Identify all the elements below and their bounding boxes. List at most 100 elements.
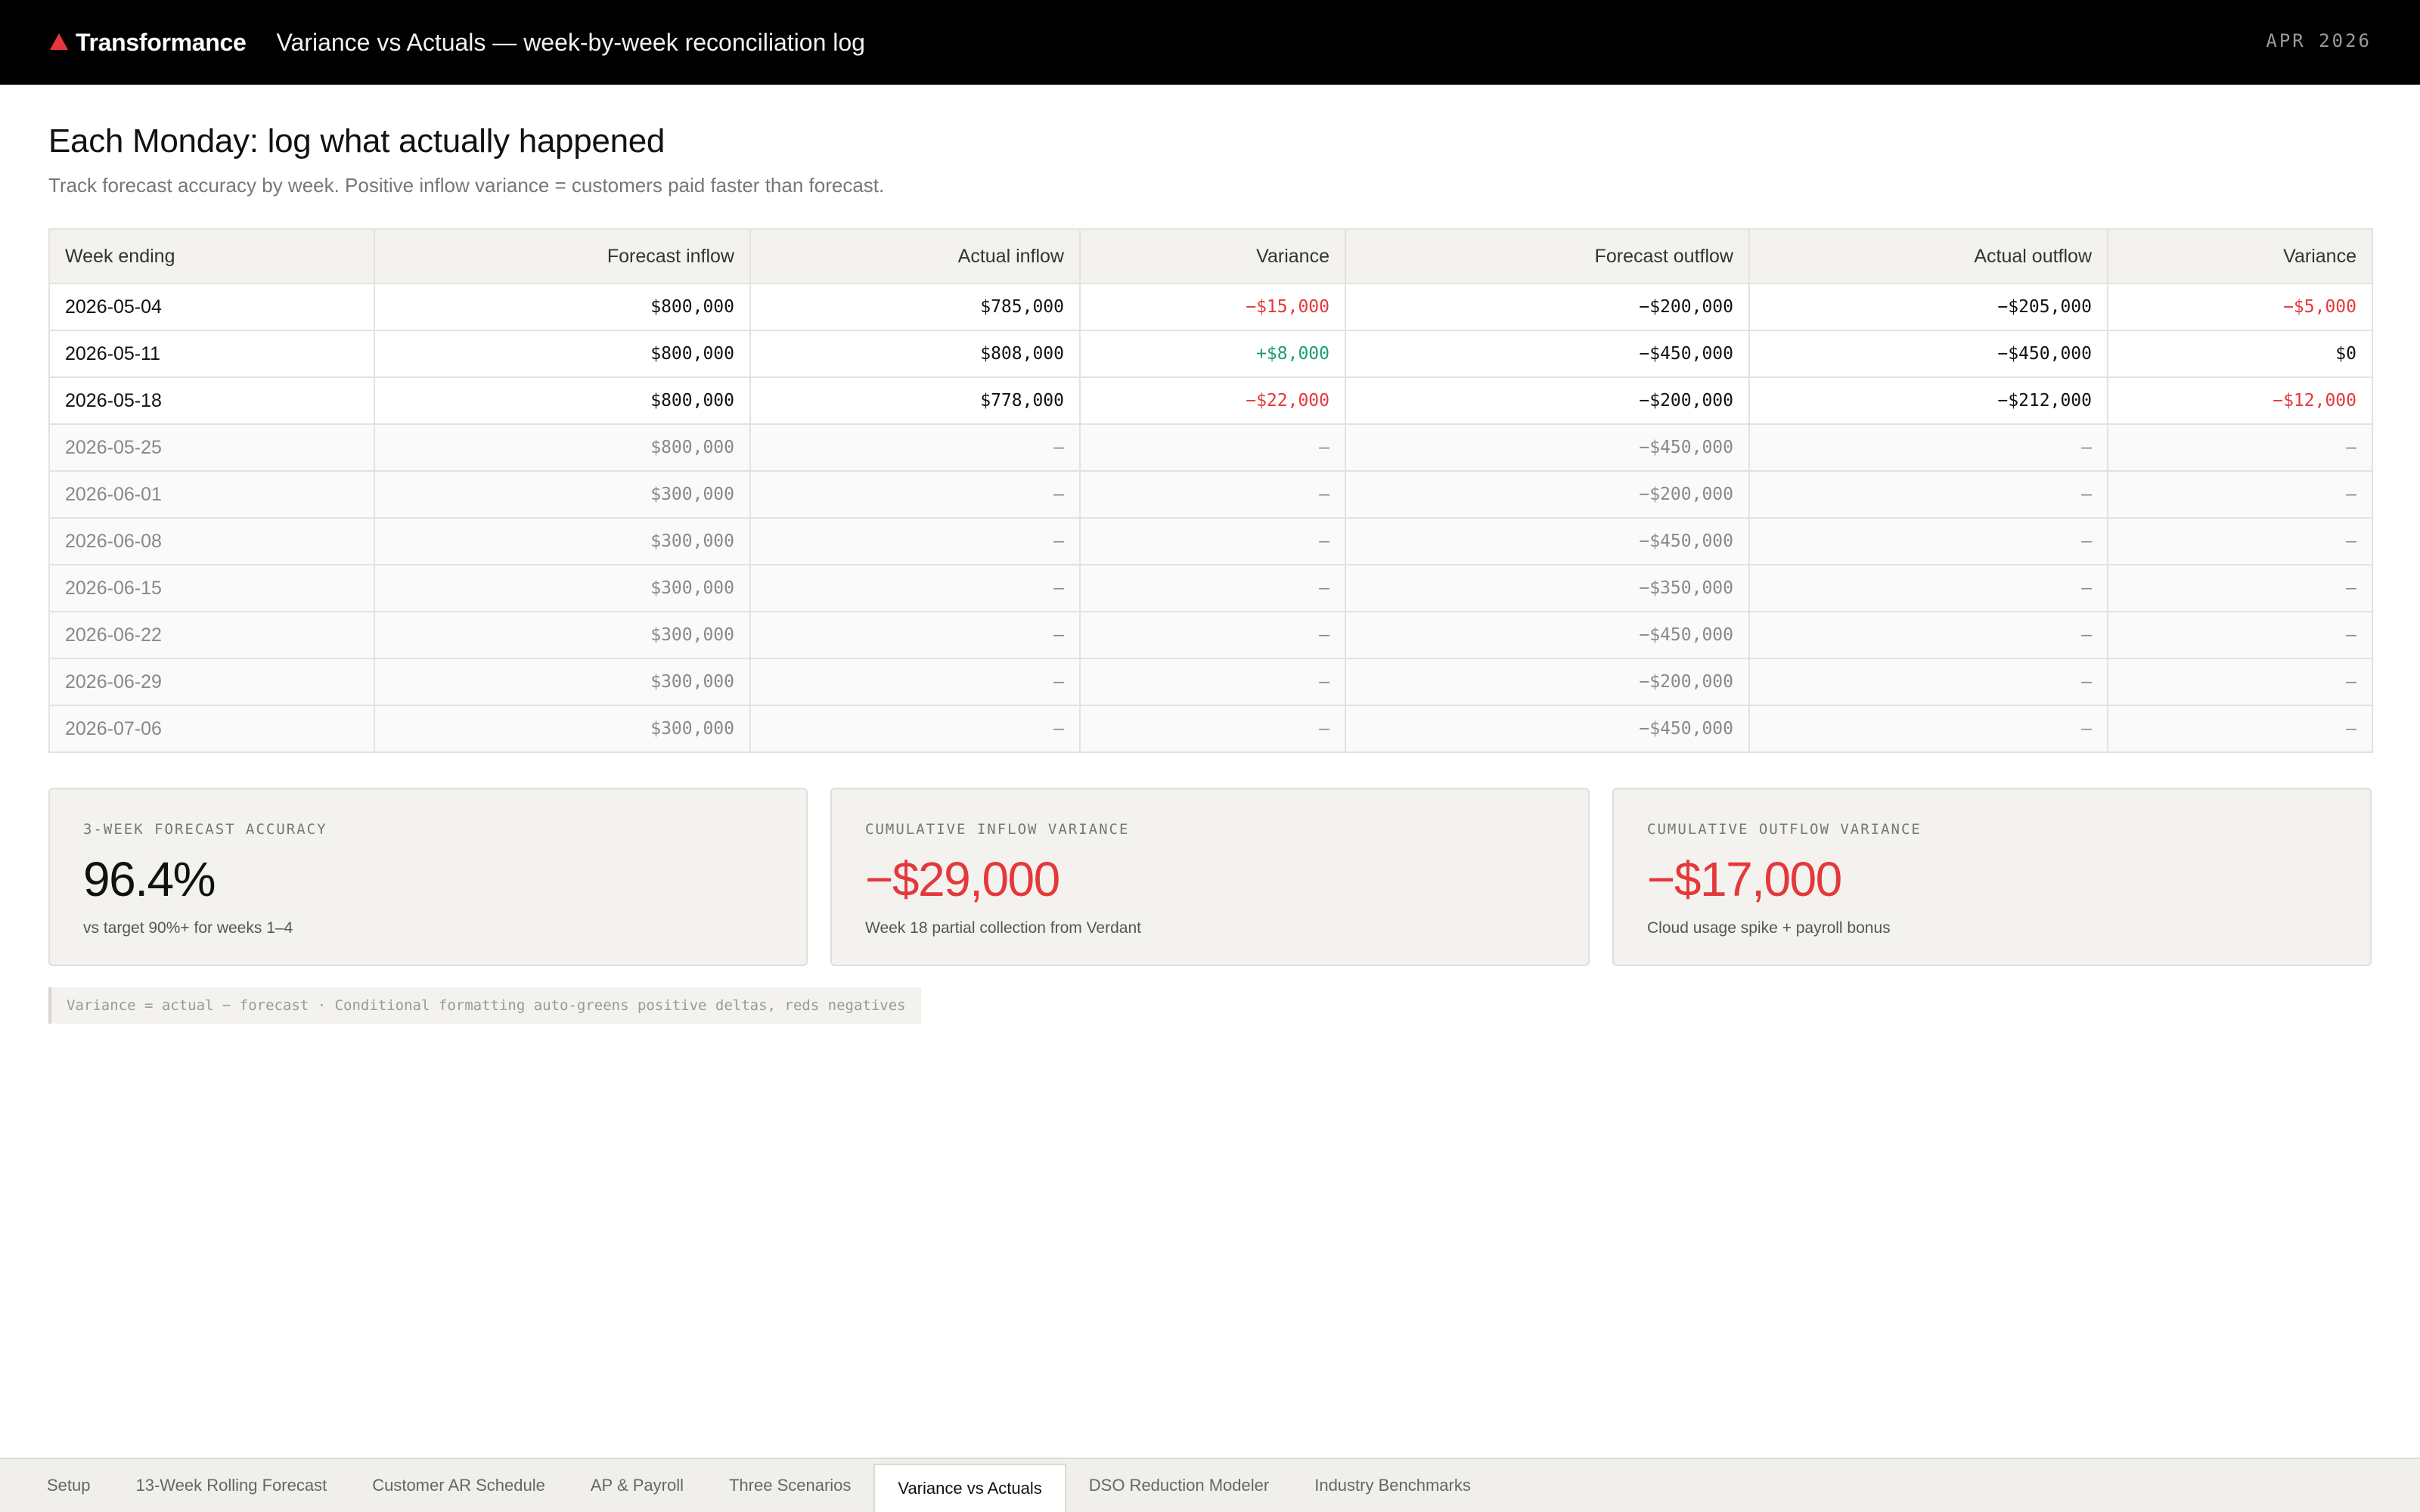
- cell-forecast-outflow[interactable]: −$200,000: [1345, 376, 1750, 425]
- cell-inflow-variance[interactable]: —: [1079, 705, 1346, 753]
- cell-actual-inflow[interactable]: —: [749, 470, 1081, 519]
- table-row: 2026-06-22 $300,000— — −$450,000— —: [48, 611, 2373, 659]
- cell-actual-outflow[interactable]: −$212,000: [1748, 376, 2108, 425]
- cell-outflow-variance[interactable]: —: [2107, 517, 2373, 565]
- cell-inflow-variance[interactable]: —: [1079, 423, 1346, 472]
- col-inflow-variance[interactable]: Variance: [1079, 228, 1346, 284]
- sheet-tab-customer-ar-schedule[interactable]: Customer AR Schedule: [372, 1476, 545, 1495]
- table-row: 2026-07-06 $300,000— — −$450,000— —: [48, 705, 2373, 753]
- kpi-label: CUMULATIVE OUTFLOW VARIANCE: [1647, 821, 1922, 838]
- cell-outflow-variance[interactable]: —: [2107, 611, 2373, 659]
- cell-forecast-outflow[interactable]: −$450,000: [1345, 423, 1750, 472]
- cell-outflow-variance[interactable]: $0: [2107, 330, 2373, 378]
- table-row: 2026-06-15 $300,000— — −$350,000— —: [48, 564, 2373, 612]
- cell-inflow-variance[interactable]: −$22,000: [1079, 376, 1346, 425]
- cell-inflow-variance[interactable]: −$15,000: [1079, 283, 1346, 331]
- cell-week-ending[interactable]: 2026-07-06: [48, 705, 375, 753]
- cell-forecast-outflow[interactable]: −$350,000: [1345, 564, 1750, 612]
- cell-inflow-variance[interactable]: —: [1079, 611, 1346, 659]
- col-outflow-variance[interactable]: Variance: [2107, 228, 2373, 284]
- cell-actual-inflow[interactable]: —: [749, 611, 1081, 659]
- cell-forecast-inflow[interactable]: $800,000: [374, 423, 751, 472]
- cell-outflow-variance[interactable]: —: [2107, 705, 2373, 753]
- cell-inflow-variance[interactable]: —: [1079, 470, 1346, 519]
- cell-actual-inflow[interactable]: $778,000: [749, 376, 1081, 425]
- col-actual-inflow[interactable]: Actual inflow: [749, 228, 1081, 284]
- cell-forecast-outflow[interactable]: −$200,000: [1345, 470, 1750, 519]
- sheet-tab-three-scenarios[interactable]: Three Scenarios: [728, 1476, 852, 1495]
- table-header-row: Week ending Forecast inflow Actual inflo…: [48, 228, 2373, 284]
- cell-actual-inflow[interactable]: —: [749, 423, 1081, 472]
- table-row: 2026-05-04 $800,000 $785,000 −$15,000 −$200,…: [48, 283, 2373, 331]
- cell-actual-outflow[interactable]: —: [1748, 705, 2108, 753]
- col-forecast-inflow[interactable]: Forecast inflow: [374, 228, 751, 284]
- kpi-card-accuracy: 3-WEEK FORECAST ACCURACY 96.4% vs target…: [48, 788, 808, 966]
- cell-week-ending[interactable]: 2026-06-29: [48, 658, 375, 706]
- cell-week-ending[interactable]: 2026-05-04: [48, 283, 375, 331]
- kpi-card-outflow-variance: CUMULATIVE OUTFLOW VARIANCE −$17,000 Clo…: [1612, 788, 2372, 966]
- cell-week-ending[interactable]: 2026-06-01: [48, 470, 375, 519]
- cell-forecast-inflow[interactable]: $300,000: [374, 470, 751, 519]
- cell-week-ending[interactable]: 2026-05-25: [48, 423, 375, 472]
- cell-actual-inflow[interactable]: $785,000: [749, 283, 1081, 331]
- cell-forecast-inflow[interactable]: $800,000: [374, 376, 751, 425]
- cell-week-ending[interactable]: 2026-05-11: [48, 330, 375, 378]
- cell-week-ending[interactable]: 2026-06-15: [48, 564, 375, 612]
- cell-forecast-inflow[interactable]: $800,000: [374, 330, 751, 378]
- cell-actual-outflow[interactable]: −$205,000: [1748, 283, 2108, 331]
- table-row: 2026-05-25 $800,000— — −$450,000— —: [48, 423, 2373, 472]
- cell-inflow-variance[interactable]: —: [1079, 658, 1346, 706]
- brand[interactable]: Transformance: [50, 29, 247, 57]
- cell-actual-inflow[interactable]: —: [749, 564, 1081, 612]
- col-forecast-outflow[interactable]: Forecast outflow: [1345, 228, 1750, 284]
- kpi-card-inflow-variance: CUMULATIVE INFLOW VARIANCE −$29,000 Week…: [830, 788, 1590, 966]
- cell-forecast-outflow[interactable]: −$200,000: [1345, 658, 1750, 706]
- cell-week-ending[interactable]: 2026-06-22: [48, 611, 375, 659]
- variance-table-container: Week ending Forecast inflow Actual inflo…: [48, 228, 2373, 753]
- kpi-value: −$17,000: [1647, 852, 1842, 906]
- cell-outflow-variance[interactable]: —: [2107, 470, 2373, 519]
- kpi-label: CUMULATIVE INFLOW VARIANCE: [865, 821, 1130, 838]
- cell-actual-outflow[interactable]: —: [1748, 470, 2108, 519]
- cell-forecast-inflow[interactable]: $300,000: [374, 658, 751, 706]
- sheet-tab-13-week-rolling-forecast[interactable]: 13-Week Rolling Forecast: [135, 1476, 327, 1495]
- cell-week-ending[interactable]: 2026-05-18: [48, 376, 375, 425]
- cell-forecast-inflow[interactable]: $300,000: [374, 517, 751, 565]
- cell-inflow-variance[interactable]: —: [1079, 517, 1346, 565]
- table-row: 2026-06-29 $300,000— — −$200,000— —: [48, 658, 2373, 706]
- cell-actual-outflow[interactable]: —: [1748, 658, 2108, 706]
- cell-actual-outflow[interactable]: —: [1748, 423, 2108, 472]
- cell-outflow-variance[interactable]: —: [2107, 564, 2373, 612]
- col-actual-outflow[interactable]: Actual outflow: [1748, 228, 2108, 284]
- cell-inflow-variance[interactable]: —: [1079, 564, 1346, 612]
- cell-forecast-inflow[interactable]: $800,000: [374, 283, 751, 331]
- cell-actual-outflow[interactable]: —: [1748, 517, 2108, 565]
- cell-forecast-outflow[interactable]: −$450,000: [1345, 330, 1750, 378]
- cell-actual-outflow[interactable]: −$450,000: [1748, 330, 2108, 378]
- cell-forecast-inflow[interactable]: $300,000: [374, 611, 751, 659]
- cell-forecast-inflow[interactable]: $300,000: [374, 705, 751, 753]
- cell-forecast-outflow[interactable]: −$450,000: [1345, 611, 1750, 659]
- cell-forecast-outflow[interactable]: −$450,000: [1345, 705, 1750, 753]
- cell-actual-outflow[interactable]: —: [1748, 564, 2108, 612]
- cell-outflow-variance[interactable]: —: [2107, 423, 2373, 472]
- sheet-tab-variance-vs-actuals[interactable]: Variance vs Actuals: [873, 1465, 1066, 1512]
- cell-outflow-variance[interactable]: −$5,000: [2107, 283, 2373, 331]
- sheet-tab-ap-payroll[interactable]: AP & Payroll: [590, 1476, 684, 1495]
- cell-inflow-variance[interactable]: +$8,000: [1079, 330, 1346, 378]
- cell-outflow-variance[interactable]: —: [2107, 658, 2373, 706]
- cell-forecast-outflow[interactable]: −$200,000: [1345, 283, 1750, 331]
- cell-week-ending[interactable]: 2026-06-08: [48, 517, 375, 565]
- cell-forecast-outflow[interactable]: −$450,000: [1345, 517, 1750, 565]
- sheet-tab-dso-reduction-modeler[interactable]: DSO Reduction Modeler: [1088, 1476, 1270, 1495]
- col-week-ending[interactable]: Week ending: [48, 228, 375, 284]
- sheet-tab-setup[interactable]: Setup: [47, 1476, 91, 1495]
- cell-actual-inflow[interactable]: —: [749, 705, 1081, 753]
- cell-outflow-variance[interactable]: −$12,000: [2107, 376, 2373, 425]
- cell-actual-inflow[interactable]: $808,000: [749, 330, 1081, 378]
- cell-actual-outflow[interactable]: —: [1748, 611, 2108, 659]
- sheet-tab-industry-benchmarks[interactable]: Industry Benchmarks: [1314, 1476, 1471, 1495]
- cell-actual-inflow[interactable]: —: [749, 658, 1081, 706]
- cell-actual-inflow[interactable]: —: [749, 517, 1081, 565]
- cell-forecast-inflow[interactable]: $300,000: [374, 564, 751, 612]
